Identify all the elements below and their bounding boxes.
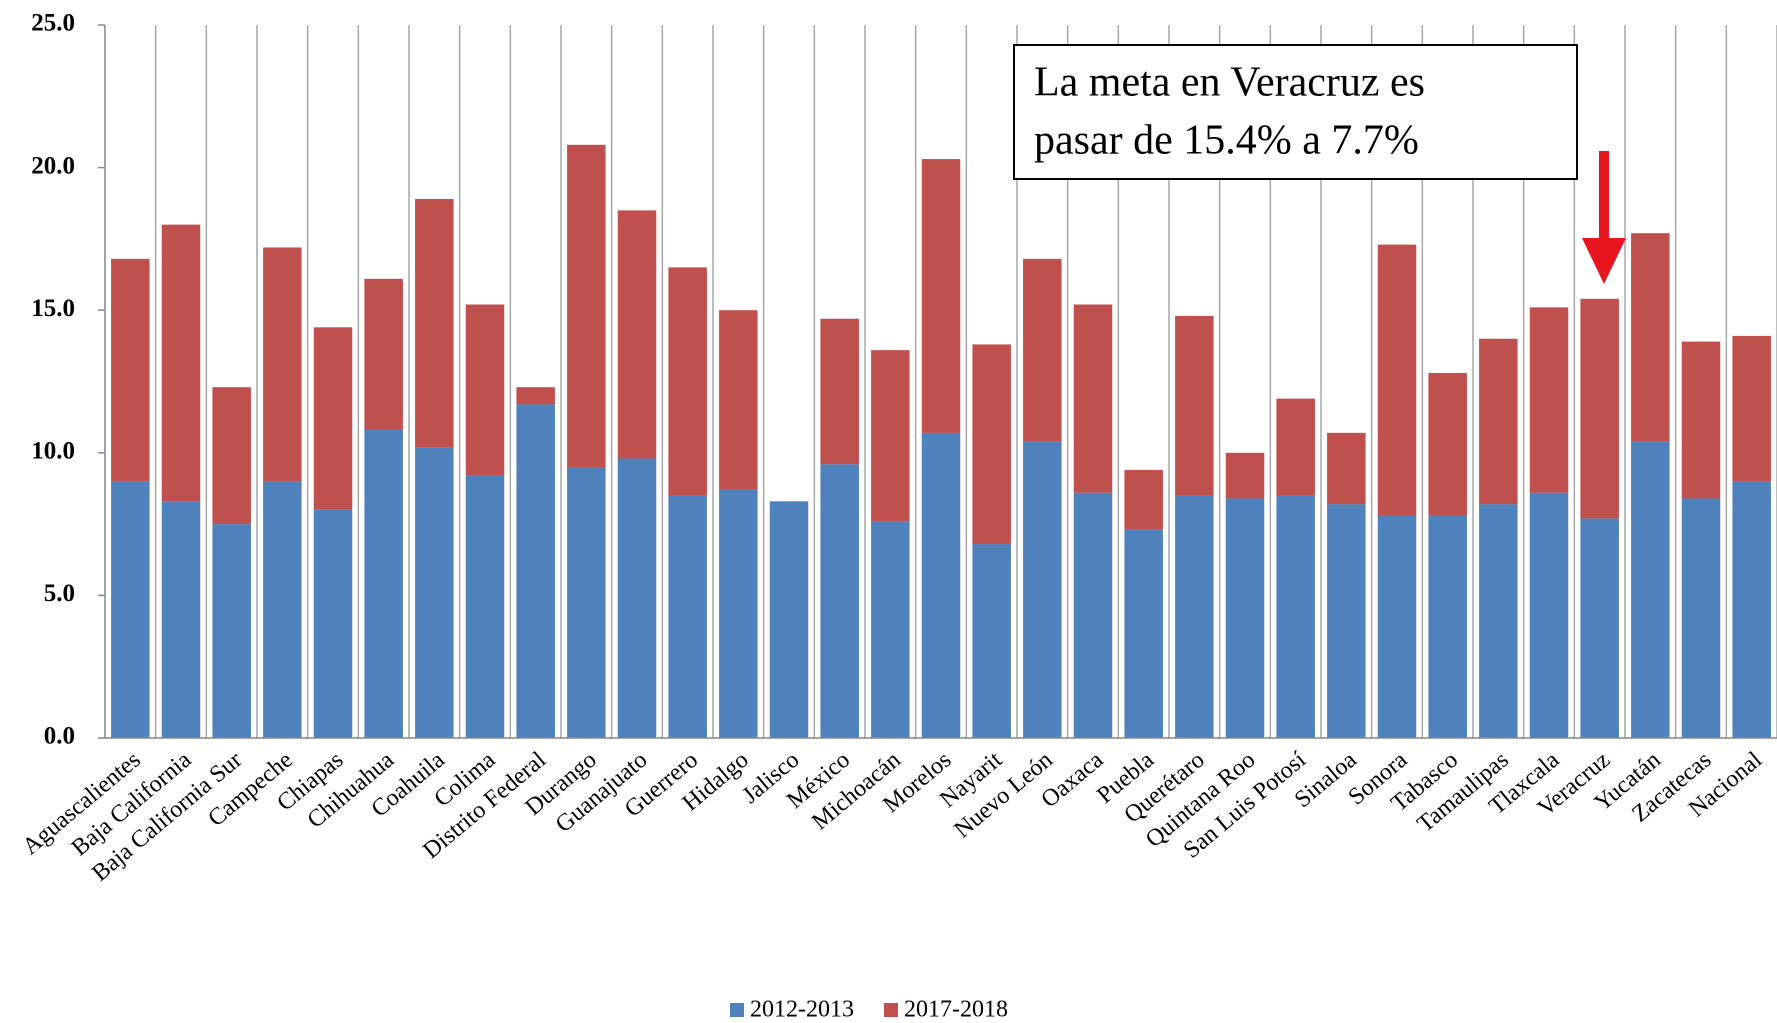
bar-segment <box>1732 481 1771 738</box>
bar-segment <box>1175 495 1214 738</box>
annotation: pasar de 15.4% a 7.7% <box>1034 118 1419 164</box>
legend-label: 2017-2018 <box>904 997 1008 1023</box>
bar-segment <box>313 327 353 510</box>
bar-segment <box>1529 307 1569 493</box>
y-tick-label: 25.0 <box>31 10 75 37</box>
bar-segment <box>820 318 859 465</box>
bar-segment <box>617 210 657 459</box>
bar-segment <box>1631 441 1670 738</box>
bar-segment <box>1631 233 1670 442</box>
bar-segment <box>263 247 302 482</box>
bar-segment <box>1225 498 1265 738</box>
bar-segment <box>161 224 201 502</box>
bar-segment <box>871 521 910 738</box>
bar-segment <box>668 495 707 738</box>
bar-segment <box>1428 515 1467 738</box>
bar-segment <box>1124 529 1163 738</box>
legend-swatch <box>730 1003 744 1017</box>
bar-segment <box>668 267 707 496</box>
y-tick-label: 0.0 <box>44 723 75 750</box>
bar-segment <box>1732 335 1771 482</box>
bar-segment <box>111 481 150 738</box>
legend-label: 2012-2013 <box>750 997 854 1023</box>
bar-segment <box>871 350 910 522</box>
bar-segment <box>617 458 657 738</box>
bar-segment <box>921 432 961 738</box>
bar-segment <box>1681 341 1721 499</box>
annotation-box <box>1013 44 1578 180</box>
y-tick-label: 10.0 <box>31 438 75 465</box>
y-tick-label: 5.0 <box>44 580 75 607</box>
bar-segment <box>415 447 454 738</box>
bar-segment <box>1175 315 1214 496</box>
annotation: La meta en Veracruz es <box>1034 60 1425 106</box>
y-tick-label: 15.0 <box>31 295 75 322</box>
bar-segment <box>1276 495 1315 738</box>
bar-segment <box>1479 338 1518 505</box>
y-tick-label: 20.0 <box>31 152 75 179</box>
bar-segment <box>1023 441 1062 738</box>
bar-segment <box>1327 504 1366 738</box>
bar-segment <box>820 464 859 738</box>
bar-segment <box>921 159 961 433</box>
bar-segment <box>567 144 606 468</box>
bar-segment <box>465 475 505 738</box>
bar-segment <box>972 344 1011 545</box>
bar-segment <box>415 198 454 448</box>
bar-segment <box>516 387 555 405</box>
bar-segment <box>1023 258 1062 442</box>
bar-segment <box>111 258 150 482</box>
bar-segment <box>1073 304 1113 493</box>
bar-segment <box>972 544 1011 738</box>
arrow-head <box>1582 238 1626 284</box>
bar-segment <box>212 524 251 738</box>
bar-segment <box>1124 469 1163 530</box>
bar-segment <box>465 304 505 476</box>
bar-segment <box>1580 518 1619 738</box>
bar-segment <box>1479 504 1518 738</box>
bar-segment <box>719 489 758 738</box>
bar-segment <box>567 467 606 738</box>
bar-segment <box>1073 492 1113 738</box>
bar-segment <box>1428 372 1467 516</box>
bar-segment <box>1377 515 1417 738</box>
bar-segment <box>364 278 403 430</box>
bar-segment <box>769 501 809 738</box>
bar-segment <box>1276 398 1315 496</box>
bar-segment <box>313 509 353 738</box>
bar-segment <box>516 404 555 738</box>
legend-swatch <box>884 1003 898 1017</box>
bar-segment <box>719 310 758 490</box>
bar-segment <box>161 501 201 738</box>
bar-segment <box>1681 498 1721 738</box>
bar-segment <box>212 387 251 525</box>
bar-segment <box>1529 492 1569 738</box>
bar-segment <box>1225 452 1265 499</box>
bar-segment <box>1327 432 1366 505</box>
bar-segment <box>364 429 403 738</box>
bar-segment <box>1580 298 1619 519</box>
bar-segment <box>263 481 302 738</box>
bar-segment <box>1377 244 1417 516</box>
